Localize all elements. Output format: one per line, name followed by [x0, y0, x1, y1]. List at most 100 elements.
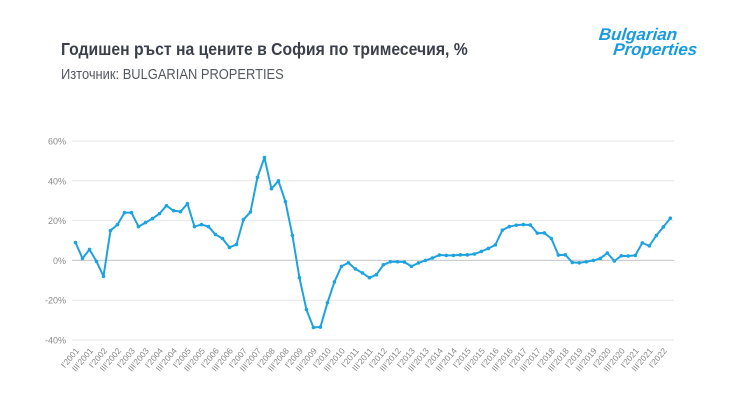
data-point: [542, 231, 547, 235]
chart-source: Източник: BULGARIAN PROPERTIES: [61, 66, 284, 83]
data-point: [612, 259, 617, 263]
data-point: [171, 208, 176, 213]
data-point: [318, 325, 323, 329]
data-point: [255, 175, 260, 180]
data-point: [661, 225, 666, 229]
data-point: [73, 240, 78, 245]
data-point: [500, 228, 505, 232]
data-point: [157, 211, 162, 216]
data-point: [311, 325, 316, 330]
data-point: [556, 253, 561, 257]
logo-line-2: Properties: [612, 40, 698, 59]
data-point: [668, 216, 673, 221]
y-tick-label: -40%: [45, 336, 66, 346]
y-tick-label: 0%: [53, 256, 66, 266]
data-point: [395, 259, 400, 264]
data-point: [276, 179, 281, 183]
data-point: [493, 243, 498, 247]
data-point: [108, 228, 113, 233]
data-point: [185, 201, 190, 206]
data-point: [199, 222, 204, 227]
data-point: [367, 275, 372, 280]
data-point: [206, 224, 211, 229]
data-point: [346, 260, 351, 265]
data-point: [192, 224, 197, 229]
data-point: [598, 256, 603, 261]
data-point: [101, 274, 106, 279]
data-point: [416, 261, 421, 265]
data-point: [584, 259, 589, 264]
data-point: [409, 264, 414, 269]
data-point: [304, 307, 309, 312]
data-point: [605, 251, 610, 255]
data-point: [430, 256, 435, 260]
data-point: [591, 258, 596, 263]
series-line: [74, 156, 672, 329]
data-point: [269, 186, 274, 191]
data-point: [374, 272, 379, 277]
data-point: [626, 254, 631, 258]
data-point: [262, 155, 267, 160]
data-point: [213, 232, 218, 237]
data-point: [458, 253, 463, 257]
data-point: [339, 264, 344, 269]
data-point: [164, 203, 169, 208]
data-point: [290, 233, 295, 238]
data-point: [514, 223, 519, 227]
gridlines: [72, 140, 674, 341]
data-point: [647, 244, 652, 248]
data-series: [73, 155, 673, 330]
data-point: [325, 300, 330, 305]
data-point: [283, 199, 288, 204]
data-point: [423, 258, 428, 263]
data-point: [507, 224, 512, 229]
data-point: [360, 271, 365, 275]
data-point: [388, 259, 393, 264]
data-point: [570, 260, 575, 265]
y-tick-label: 60%: [48, 137, 66, 147]
data-point: [619, 254, 624, 258]
y-axis-labels: 60% 40% 20% 0% -20% -40%: [45, 137, 66, 346]
data-point: [178, 209, 183, 214]
data-point: [227, 245, 232, 250]
data-point: [402, 260, 407, 264]
x-axis-labels: I'2001III'2001I'2002III'2002I'2003III'20…: [59, 346, 669, 374]
y-tick-label: 20%: [48, 216, 66, 226]
data-point: [528, 223, 533, 227]
data-point: [115, 222, 120, 227]
data-point: [150, 216, 155, 221]
data-point: [94, 259, 99, 264]
data-point: [535, 231, 540, 235]
data-point: [479, 249, 484, 254]
data-point: [122, 210, 127, 215]
data-point: [472, 252, 477, 256]
data-point: [521, 222, 526, 227]
data-point: [87, 247, 92, 252]
data-point: [129, 210, 134, 215]
data-point: [248, 210, 253, 214]
data-point: [241, 217, 246, 222]
data-point: [486, 246, 491, 251]
data-point: [549, 236, 554, 241]
data-point: [353, 267, 358, 271]
logo-line-1: Bulgarian: [598, 25, 678, 44]
data-point: [633, 253, 638, 258]
data-point: [444, 253, 449, 258]
data-point: [297, 275, 302, 280]
data-point: [437, 253, 442, 257]
data-point: [143, 220, 148, 225]
data-point: [234, 242, 239, 247]
chart-title: Годишен ръст на цените в София по тримес…: [61, 39, 468, 59]
data-point: [220, 236, 225, 241]
data-point: [640, 241, 645, 245]
data-point: [332, 280, 337, 284]
data-point: [136, 224, 141, 229]
y-tick-label: 40%: [48, 176, 66, 186]
data-point: [563, 253, 568, 257]
data-point: [80, 256, 85, 261]
data-point: [451, 253, 456, 258]
data-point: [654, 233, 659, 238]
data-point: [465, 253, 470, 257]
